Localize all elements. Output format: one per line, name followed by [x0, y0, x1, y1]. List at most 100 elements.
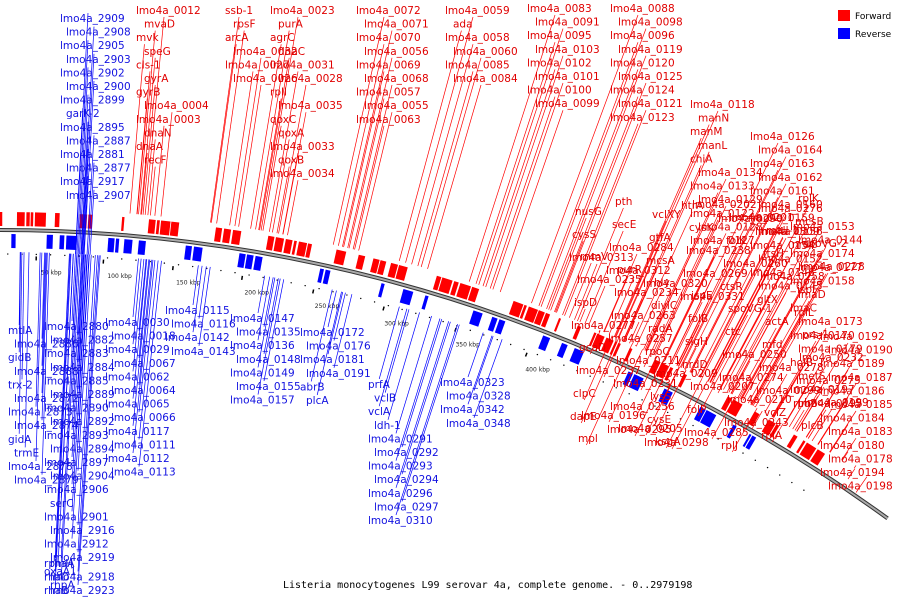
minor-tick	[346, 294, 348, 296]
label-connector	[138, 260, 159, 440]
scale-label: 300 kbp	[384, 320, 409, 327]
reverse-gene-label: lmo4a_2907	[66, 190, 131, 202]
reverse-gene-label: lmo4a_0176	[306, 341, 371, 353]
label-connector	[467, 335, 493, 405]
label-connector	[629, 321, 640, 344]
forward-gene-label: mvaD	[144, 19, 175, 31]
label-connector	[603, 339, 621, 378]
forward-gene-label: gyrA	[144, 73, 169, 85]
forward-gene	[395, 265, 408, 281]
label-connector	[691, 370, 694, 374]
forward-gene-label: lmo4a_0071	[364, 19, 429, 31]
label-connector	[773, 341, 819, 418]
minor-tick	[276, 279, 278, 281]
label-connector	[646, 311, 666, 352]
minor-tick	[654, 405, 656, 407]
reverse-gene	[745, 435, 757, 450]
forward-gene	[214, 227, 223, 243]
label-connector	[71, 254, 81, 403]
forward-gene-label: folK	[726, 235, 747, 247]
forward-gene	[231, 229, 242, 246]
label-connector	[684, 223, 758, 370]
scale-tick	[382, 306, 385, 311]
forward-gene	[648, 359, 661, 375]
forward-gene-label: lmo4a_0096	[610, 30, 675, 42]
reverse-gene-label: ldh-1	[374, 420, 401, 432]
forward-gene-label: agrC	[270, 32, 295, 44]
label-connector	[18, 252, 21, 326]
minor-tick	[78, 255, 80, 257]
forward-gene-label: lmo4a_0195	[798, 398, 863, 410]
reverse-gene	[742, 433, 752, 448]
label-connector	[489, 96, 556, 289]
forward-gene	[467, 286, 480, 303]
label-connector	[603, 275, 629, 333]
label-connector	[671, 380, 708, 450]
reverse-gene-label: lmo4a_0067	[111, 358, 176, 370]
forward-gene	[273, 237, 285, 253]
label-connector	[77, 255, 100, 572]
reverse-gene	[628, 374, 644, 392]
label-connector	[492, 82, 564, 290]
label-connector	[792, 409, 805, 430]
label-connector	[417, 71, 474, 267]
forward-gene-label: lmo4a_0144	[798, 235, 863, 247]
label-connector	[540, 28, 647, 307]
forward-gene	[747, 411, 760, 427]
label-connector	[665, 378, 703, 449]
label-connector	[150, 166, 156, 216]
forward-gene	[222, 228, 232, 244]
minor-tick	[576, 369, 578, 372]
reverse-gene-label: vclB	[374, 393, 396, 405]
label-connector	[342, 30, 393, 247]
minor-tick	[428, 316, 431, 319]
forward-gene-label: folP	[687, 404, 706, 416]
label-connector	[138, 260, 156, 413]
label-connector	[138, 259, 147, 331]
reverse-gene-label: lmo4a_2880	[44, 321, 109, 333]
forward-gene	[677, 373, 688, 388]
minor-tick	[704, 431, 707, 433]
label-connector	[41, 252, 46, 366]
label-connector	[608, 349, 643, 423]
minor-tick	[549, 359, 552, 361]
label-connector	[608, 276, 635, 335]
label-connector	[564, 110, 647, 316]
forward-gene-label: radA	[648, 323, 673, 335]
forward-gene-label: lmo4a_0299	[756, 385, 821, 397]
forward-gene-label: metS	[798, 371, 826, 383]
label-connector	[75, 108, 84, 254]
forward-gene-label: rplI	[270, 87, 287, 99]
label-connector	[653, 219, 719, 355]
forward-gene-label: dapE	[570, 411, 596, 423]
forward-gene-label: mpl	[578, 433, 598, 445]
reverse-gene-label: oxaA1	[44, 566, 77, 578]
label-connector	[77, 255, 96, 526]
reverse-gene-label: lmo4a_0148	[236, 354, 301, 366]
forward-gene-label: lmo4a_0278	[759, 362, 824, 374]
reverse-gene-label: lmo4a_2887	[66, 135, 131, 147]
reverse-gene-label: lmo4a_0155	[236, 381, 301, 393]
reverse-gene-label: lmo4a_0342	[440, 404, 505, 416]
minor-tick	[35, 253, 38, 256]
label-connector	[77, 254, 92, 471]
minor-tick	[523, 348, 525, 351]
forward-gene-label: lmo4a_0134	[698, 167, 763, 179]
forward-gene-label: lmo4a_0196	[581, 410, 646, 422]
forward-gene	[54, 212, 60, 228]
forward-gene-label: lmo4a_0184	[820, 413, 885, 425]
label-connector	[677, 246, 738, 367]
forward-gene-label: spoVG-1	[728, 303, 772, 315]
label-connector	[395, 318, 441, 461]
label-connector	[723, 305, 769, 390]
label-connector	[60, 253, 78, 558]
label-connector	[398, 30, 462, 262]
reverse-gene-label: lmo4a_2906	[44, 484, 109, 496]
label-connector	[478, 28, 564, 285]
label-connector	[210, 16, 240, 223]
forward-gene	[296, 241, 308, 257]
forward-gene-label: lmo4a_0026	[233, 73, 298, 85]
label-connector	[671, 301, 703, 364]
label-connector	[603, 253, 638, 333]
